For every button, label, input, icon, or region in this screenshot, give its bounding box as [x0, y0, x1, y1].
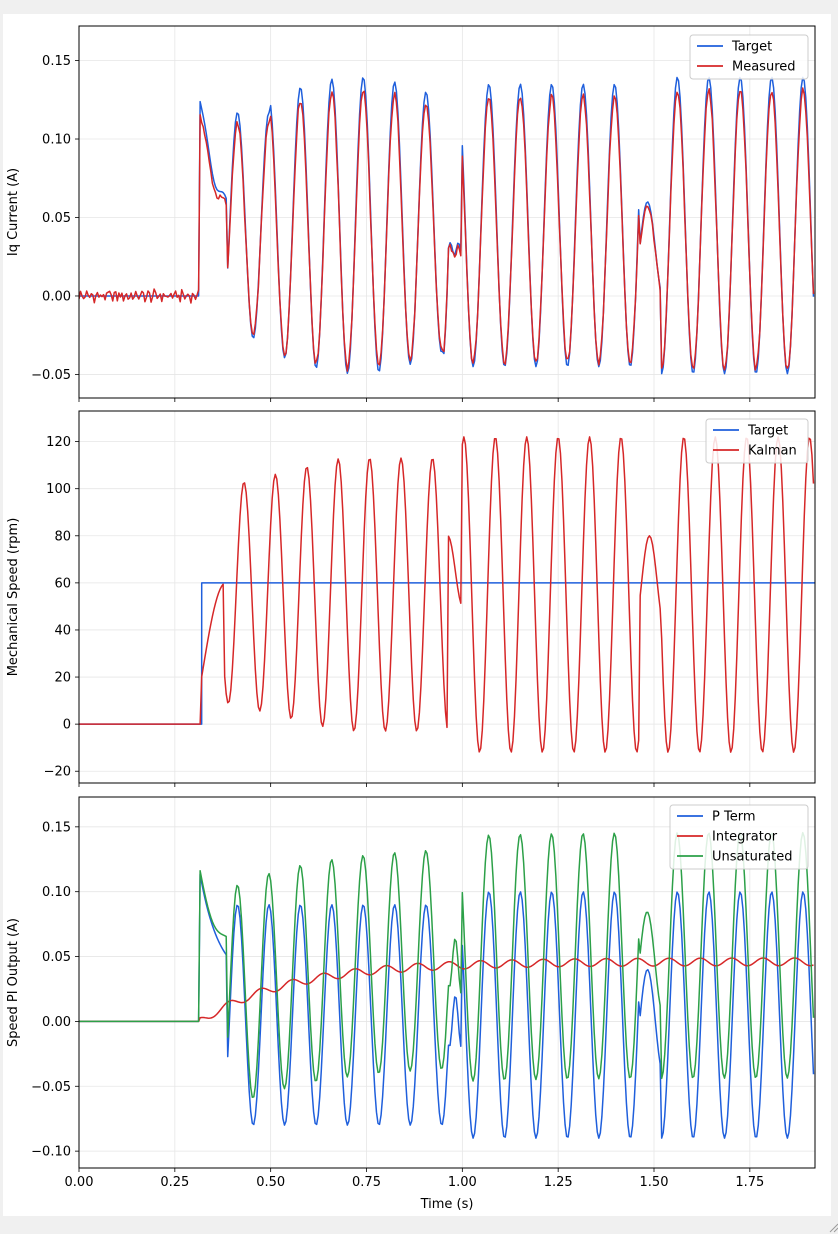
legend-entry: Integrator — [712, 830, 778, 845]
legend: Target Kalman — [705, 418, 809, 464]
y-axis-label: Speed PI Output (A) — [6, 918, 21, 1047]
legend-entry: Kalman — [748, 444, 797, 459]
y-tick-label: 0.15 — [42, 54, 71, 69]
y-tick-label: 20 — [54, 671, 71, 686]
panel-1: 0.15 0.10 0.05 0.00 −0.05 Iq Current (A) Targe… — [6, 25, 816, 402]
y-tick-label: 0.10 — [42, 885, 71, 900]
y-tick-label: 0.05 — [42, 211, 71, 226]
series-line-kalman — [79, 436, 815, 753]
y-tick-label: 60 — [54, 576, 71, 591]
y-tick-label: 100 — [46, 482, 71, 497]
x-tick-label: 0.25 — [160, 1175, 189, 1190]
y-tick-label: 0.10 — [42, 133, 71, 148]
x-tick-label: 1.00 — [448, 1175, 477, 1190]
y-tick-label: 80 — [54, 529, 71, 544]
axes-frame — [78, 410, 816, 784]
y-tick-label: 0.00 — [42, 1015, 71, 1030]
y-tick-label: −0.05 — [31, 368, 71, 383]
x-tick-label: 1.25 — [544, 1175, 573, 1190]
legend-entry: Unsaturated — [712, 850, 793, 865]
legend: P Term Integrator Unsaturated — [669, 804, 809, 870]
y-tick-label: −0.10 — [31, 1145, 71, 1160]
series-line-measured — [79, 87, 815, 372]
y-tick-label: 0.00 — [42, 289, 71, 304]
series-line-integrator — [79, 957, 814, 1023]
y-tick-label: −20 — [44, 765, 71, 780]
y-tick-label: 40 — [54, 623, 71, 638]
y-tick-label: 0.15 — [42, 820, 71, 835]
series-line-unsaturated — [79, 831, 815, 1099]
x-tick-label: 0.50 — [256, 1175, 285, 1190]
legend: Target Measured — [689, 34, 809, 80]
legend-entry: Target — [731, 40, 772, 55]
panel-3: 0.00 0.25 0.50 0.75 1.00 1.25 1.50 1.75 0.15 0.10… — [6, 796, 816, 1212]
legend-entry: Measured — [732, 60, 796, 75]
legend-entry: Target — [747, 424, 788, 439]
x-tick-label: 1.75 — [735, 1175, 764, 1190]
resize-grip-icon — [829, 1223, 838, 1233]
y-tick-label: 120 — [46, 435, 71, 450]
legend-entry: P Term — [712, 810, 755, 825]
legend-box — [669, 804, 809, 870]
axes-frame — [78, 25, 816, 399]
x-axis-label: Time (s) — [420, 1197, 474, 1212]
x-tick-label: 0.75 — [352, 1175, 381, 1190]
x-tick-label: 0.00 — [65, 1175, 94, 1190]
y-tick-label: 0 — [63, 718, 71, 733]
panel-2: 120 100 80 60 40 20 0 −20 Mechanical Speed (rpm)… — [6, 410, 816, 787]
axes-frame — [78, 796, 816, 1169]
y-axis-label: Iq Current (A) — [6, 168, 21, 256]
y-tick-label: −0.05 — [31, 1080, 71, 1095]
plot-area — [79, 26, 815, 398]
x-tick-label: 1.50 — [640, 1175, 669, 1190]
y-axis-label: Mechanical Speed (rpm) — [6, 518, 21, 677]
y-tick-label: 0.05 — [42, 950, 71, 965]
